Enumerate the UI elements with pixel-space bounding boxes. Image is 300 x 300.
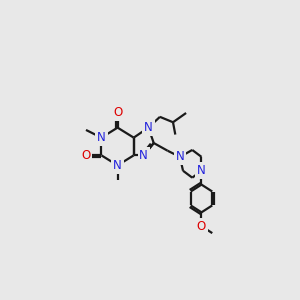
Text: N: N (144, 121, 153, 134)
Text: N: N (113, 159, 122, 172)
Text: O: O (81, 149, 91, 162)
Text: N: N (197, 164, 206, 177)
Text: O: O (113, 106, 122, 119)
Text: N: N (140, 149, 148, 162)
Text: O: O (197, 220, 206, 233)
Text: N: N (176, 150, 184, 164)
Text: N: N (97, 131, 106, 144)
